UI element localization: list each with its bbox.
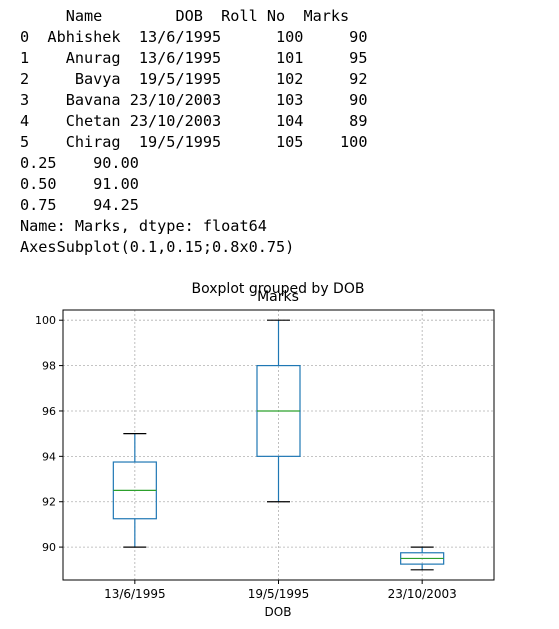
console-line: 4 Chetan 23/10/2003 104 89 [20,112,368,130]
console-line: 5 Chirag 19/5/1995 105 100 [20,133,368,151]
chart-subtitle: Marks [257,289,299,305]
console-line: 0 Abhishek 13/6/1995 100 90 [20,28,368,46]
y-tick-label: 100 [35,314,56,327]
console-line: 0.50 91.00 [20,175,139,193]
console-line: 0.75 94.25 [20,196,139,214]
chart-title: Boxplot grouped by DOB [192,281,365,297]
y-tick-label: 90 [42,541,56,554]
boxes [112,319,445,571]
console-line: Name DOB Roll No Marks [20,7,350,25]
x-tick-label: 19/5/1995 [248,587,310,601]
console-line: AxesSubplot(0.1,0.15;0.8x0.75) [20,238,295,256]
x-tick-label: 23/10/2003 [388,587,457,601]
y-tick-label: 96 [42,405,56,418]
y-tick-label: 92 [42,496,56,509]
console-line: 0.25 90.00 [20,154,139,172]
console-line: 3 Bavana 23/10/2003 103 90 [20,91,368,109]
boxplot-chart: Boxplot grouped by DOB Marks 90 92 94 96 98 1… [35,281,495,619]
y-tick-label: 98 [42,360,56,373]
x-axis-label: DOB [265,605,292,619]
console-line: Name: Marks, dtype: float64 [20,217,267,235]
x-tick-label: 13/6/1995 [104,587,166,601]
y-tick-label: 94 [42,450,56,463]
axis-ticks: 90 92 94 96 98 100 13/6/1995 19/5/1995 23/10/200… [35,314,457,601]
console-line: 2 Bavya 19/5/1995 102 92 [20,70,368,88]
console-output: Name DOB Roll No Marks 0 Abhishek 13/6/19… [20,6,367,258]
console-line: 1 Anurag 13/6/1995 101 95 [20,49,368,67]
